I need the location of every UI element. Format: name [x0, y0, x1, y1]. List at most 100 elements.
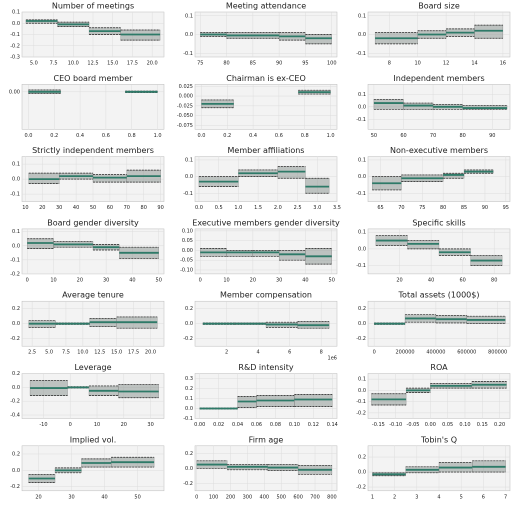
- x-tick-label: 6: [288, 350, 291, 356]
- x-tick-label: 20: [121, 422, 127, 428]
- subplot-title: ROA: [430, 363, 448, 372]
- y-tick-label: 0.2: [358, 455, 366, 461]
- y-tick-label: 0.2: [185, 306, 193, 312]
- x-tick-label: 0: [199, 277, 202, 283]
- x-tick-label: 0.4: [249, 133, 257, 139]
- subplot-title: Specific skills: [412, 218, 465, 227]
- subplot-title: CEO board member: [54, 74, 134, 83]
- x-tick-label: 0: [195, 494, 198, 500]
- y-tick-label: 0.0: [185, 32, 193, 38]
- y-tick-label: 0.0: [358, 470, 366, 476]
- x-tick-label: 20: [35, 494, 41, 500]
- y-tick-label: 0.0: [12, 177, 20, 183]
- x-tick-label: 95: [302, 61, 308, 67]
- y-tick-label: 0.00: [182, 248, 193, 254]
- x-tick-label: 40: [101, 494, 107, 500]
- y-tick-label: -0.3: [10, 55, 20, 61]
- y-tick-label: 0.0: [185, 321, 193, 327]
- x-tick-label: 40: [129, 277, 135, 283]
- y-tick-label: 0.1: [185, 157, 193, 163]
- x-tick-label: 20: [250, 277, 256, 283]
- y-tick-label: -0.2: [183, 481, 193, 487]
- x-tick-label: 15.0: [107, 61, 118, 67]
- x-tick-label: 80: [141, 205, 147, 211]
- x-tick-label: 65: [377, 205, 383, 211]
- y-tick-label: -0.1: [183, 416, 193, 422]
- x-tick-label: 10: [223, 277, 229, 283]
- y-tick-label: 0.2: [12, 371, 20, 377]
- y-tick-label: -0.2: [10, 484, 20, 490]
- y-tick-label: 0.3: [185, 376, 193, 382]
- subplot-title: Average tenure: [62, 291, 124, 300]
- x-tick-label: 1: [371, 494, 374, 500]
- y-tick-label: 0.10: [182, 228, 193, 234]
- x-tick-label: 5: [460, 494, 463, 500]
- y-tick-label: -0.1: [183, 191, 193, 197]
- subplot-title: Implied vol.: [70, 435, 117, 444]
- x-tick-label: 100: [327, 61, 337, 67]
- x-tick-label: 50: [329, 277, 335, 283]
- y-tick-label: 0.05: [182, 238, 193, 244]
- x-tick-label: 0.08: [270, 422, 281, 428]
- x-tick-label: 4: [257, 350, 260, 356]
- x-tick-label: 0.0: [195, 205, 203, 211]
- x-tick-label: 12: [443, 61, 449, 67]
- x-tick-label: 30: [147, 422, 153, 428]
- x-tick-label: -0.05: [407, 422, 420, 428]
- y-tick-label: -0.1: [356, 117, 366, 123]
- y-tick-label: -0.2: [356, 336, 366, 342]
- subplot-title: Member affiliations: [228, 146, 305, 155]
- x-tick-label: 50: [156, 277, 162, 283]
- x-tick-label: 10.0: [77, 350, 88, 356]
- x-offset-label: 1e6: [328, 356, 337, 362]
- y-tick-label: 0.1: [358, 157, 366, 163]
- x-tick-label: 10: [415, 61, 421, 67]
- y-tick-label: 0.025: [179, 84, 193, 90]
- x-tick-label: 600000: [457, 350, 476, 356]
- x-tick-label: 2.5: [294, 205, 302, 211]
- subplot-title: Chairman is ex-CEO: [226, 74, 306, 83]
- y-tick-label: -0.2: [356, 410, 366, 416]
- x-tick-label: 15.0: [111, 350, 122, 356]
- x-tick-label: 400000: [426, 350, 445, 356]
- x-tick-label: 0.2: [223, 133, 231, 139]
- y-tick-label: -0.075: [177, 123, 193, 129]
- x-tick-label: 20.0: [147, 61, 158, 67]
- x-tick-label: 12.5: [94, 350, 105, 356]
- y-tick-label: -0.1: [10, 192, 20, 198]
- y-tick-label: -0.10: [180, 267, 193, 273]
- x-tick-label: 100: [209, 494, 219, 500]
- x-tick-label: 17.5: [128, 350, 139, 356]
- subplot-title: Non-executive members: [390, 146, 488, 155]
- x-tick-label: 80: [491, 277, 497, 283]
- interval-band: [474, 24, 504, 39]
- y-tick-label: 0.2: [358, 306, 366, 312]
- x-tick-label: 6: [482, 494, 485, 500]
- x-tick-label: 8: [320, 350, 323, 356]
- y-tick-label: -0.2: [10, 271, 20, 277]
- interval-band: [294, 394, 333, 407]
- x-tick-label: 0.15: [477, 422, 488, 428]
- x-tick-label: 90: [157, 205, 163, 211]
- y-tick-label: 0.2: [185, 451, 193, 457]
- y-tick-label: 0.1: [358, 13, 366, 19]
- y-tick-label: 0.0: [358, 104, 366, 110]
- x-tick-label: 17.5: [127, 61, 138, 67]
- x-tick-label: 4: [437, 494, 440, 500]
- x-tick-label: 30: [103, 277, 109, 283]
- x-tick-label: 90: [276, 61, 282, 67]
- x-tick-label: -10: [39, 422, 47, 428]
- subplot-title: Executive members gender diversity: [192, 218, 340, 227]
- x-tick-label: 700: [310, 494, 320, 500]
- x-tick-label: 10: [50, 277, 56, 283]
- x-tick-label: 10: [22, 205, 28, 211]
- x-tick-label: 7.5: [62, 350, 70, 356]
- x-tick-label: 40: [73, 205, 79, 211]
- x-tick-label: 60: [459, 277, 465, 283]
- x-tick-label: 0.10: [289, 422, 300, 428]
- x-tick-label: 60: [400, 133, 406, 139]
- x-tick-label: 80: [459, 133, 465, 139]
- interval-band: [226, 250, 254, 257]
- x-tick-label: 200: [226, 494, 236, 500]
